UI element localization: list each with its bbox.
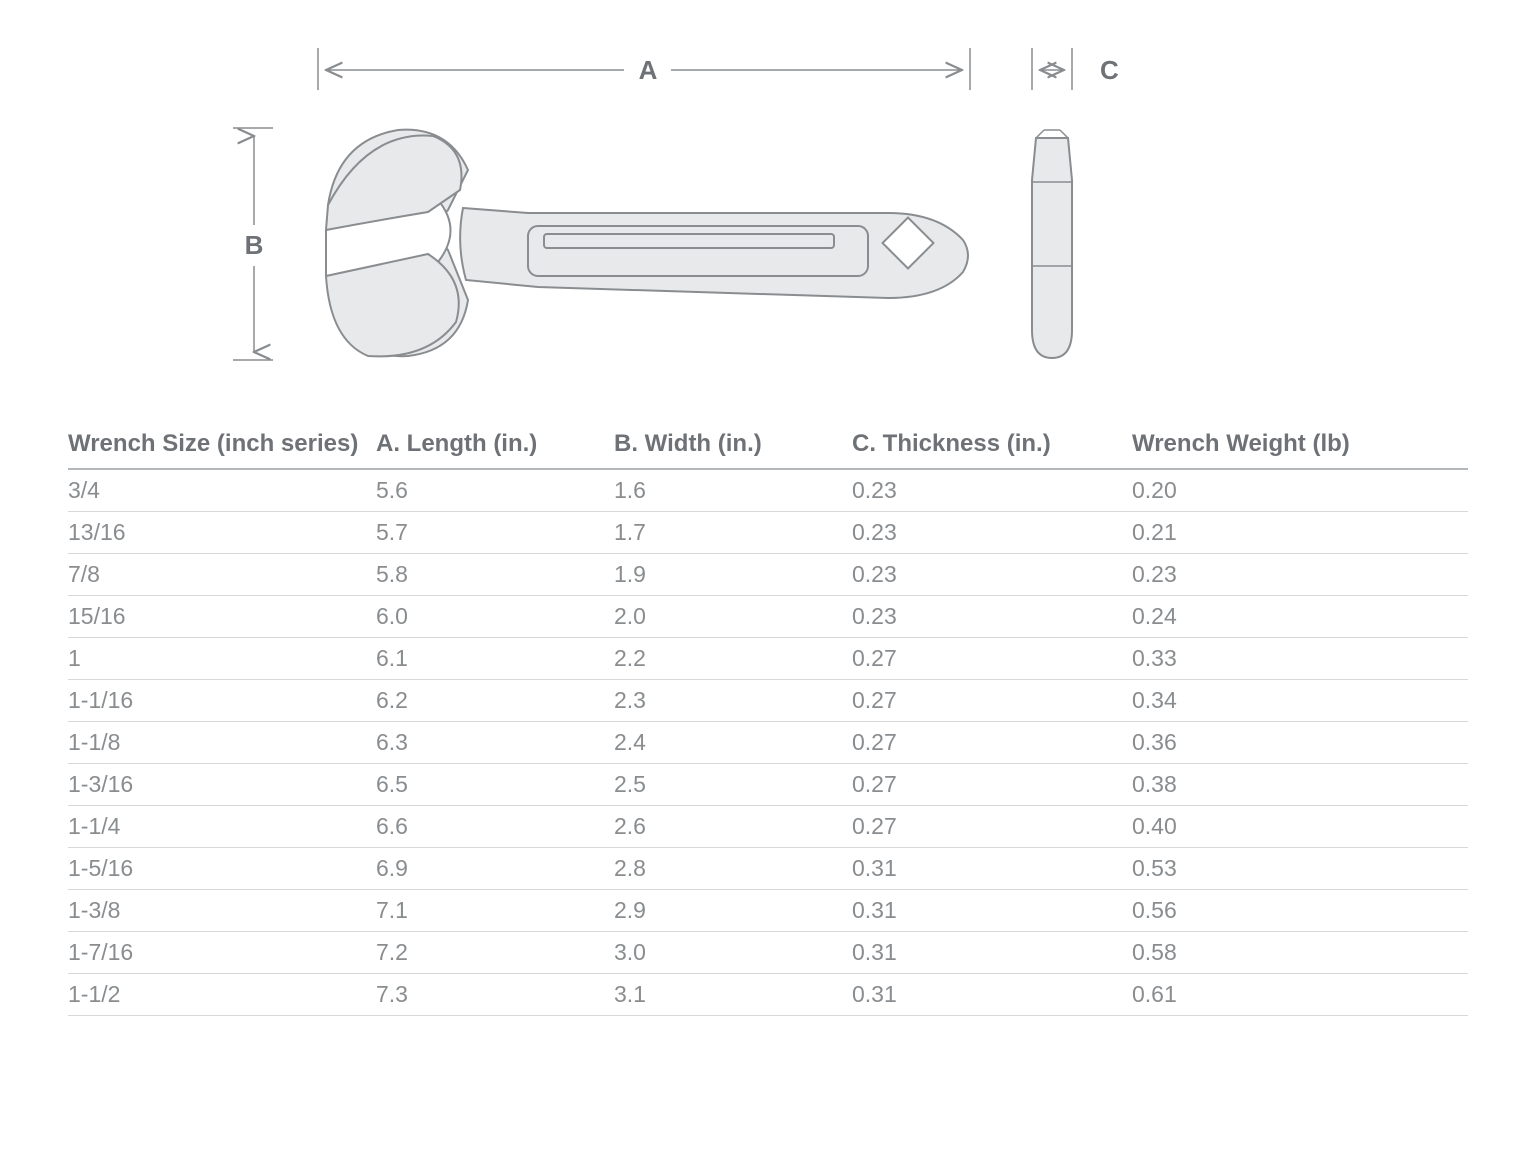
table-cell: 0.27 (852, 680, 1132, 722)
table-cell: 1-5/16 (68, 848, 376, 890)
table-cell: 7/8 (68, 554, 376, 596)
dimension-b: B (233, 128, 273, 360)
table-row: 1-3/87.12.90.310.56 (68, 890, 1468, 932)
table-cell: 0.27 (852, 764, 1132, 806)
table-cell: 6.1 (376, 638, 614, 680)
table-cell: 0.38 (1132, 764, 1468, 806)
table-cell: 0.23 (852, 512, 1132, 554)
dimension-c: C (1032, 48, 1119, 90)
table-cell: 0.33 (1132, 638, 1468, 680)
table-cell: 1-3/16 (68, 764, 376, 806)
table-cell: 7.2 (376, 932, 614, 974)
table-row: 3/45.61.60.230.20 (68, 469, 1468, 512)
table-cell: 6.0 (376, 596, 614, 638)
table-cell: 0.31 (852, 932, 1132, 974)
table-cell: 3.0 (614, 932, 852, 974)
wrench-svg: A C B (68, 30, 1468, 410)
table-row: 1-1/27.33.10.310.61 (68, 974, 1468, 1016)
table-cell: 0.61 (1132, 974, 1468, 1016)
col-header-length: A. Length (in.) (376, 420, 614, 469)
table-cell: 2.6 (614, 806, 852, 848)
table-cell: 1-3/8 (68, 890, 376, 932)
table-row: 1-1/166.22.30.270.34 (68, 680, 1468, 722)
table-cell: 1.7 (614, 512, 852, 554)
table-cell: 7.1 (376, 890, 614, 932)
table-cell: 6.9 (376, 848, 614, 890)
table-body: 3/45.61.60.230.2013/165.71.70.230.217/85… (68, 469, 1468, 1016)
table-cell: 6.6 (376, 806, 614, 848)
table-row: 16.12.20.270.33 (68, 638, 1468, 680)
table-cell: 0.27 (852, 722, 1132, 764)
table-cell: 0.23 (852, 554, 1132, 596)
table-cell: 0.56 (1132, 890, 1468, 932)
table-cell: 1-1/8 (68, 722, 376, 764)
table-row: 1-5/166.92.80.310.53 (68, 848, 1468, 890)
table-header-row: Wrench Size (inch series) A. Length (in.… (68, 420, 1468, 469)
table-cell: 6.5 (376, 764, 614, 806)
table-cell: 0.23 (852, 469, 1132, 512)
table-cell: 6.2 (376, 680, 614, 722)
table-cell: 0.31 (852, 890, 1132, 932)
table-cell: 1.6 (614, 469, 852, 512)
table-cell: 0.31 (852, 848, 1132, 890)
col-header-weight: Wrench Weight (lb) (1132, 420, 1468, 469)
table-cell: 15/16 (68, 596, 376, 638)
table-cell: 2.8 (614, 848, 852, 890)
table-cell: 2.3 (614, 680, 852, 722)
table-row: 1-3/166.52.50.270.38 (68, 764, 1468, 806)
table-cell: 1-1/16 (68, 680, 376, 722)
table-cell: 0.31 (852, 974, 1132, 1016)
table-cell: 3.1 (614, 974, 852, 1016)
table-cell: 2.0 (614, 596, 852, 638)
table-cell: 2.4 (614, 722, 852, 764)
table-cell: 5.7 (376, 512, 614, 554)
wrench-side (1032, 130, 1072, 358)
col-header-thickness: C. Thickness (in.) (852, 420, 1132, 469)
wrench-front (326, 130, 968, 357)
col-header-size: Wrench Size (inch series) (68, 420, 376, 469)
table-row: 13/165.71.70.230.21 (68, 512, 1468, 554)
wrench-diagram: A C B (68, 30, 1468, 410)
table-row: 7/85.81.90.230.23 (68, 554, 1468, 596)
table-cell: 0.21 (1132, 512, 1468, 554)
table-cell: 0.58 (1132, 932, 1468, 974)
table-cell: 0.40 (1132, 806, 1468, 848)
table-cell: 0.27 (852, 638, 1132, 680)
col-header-width: B. Width (in.) (614, 420, 852, 469)
table-row: 1-7/167.23.00.310.58 (68, 932, 1468, 974)
table-cell: 0.23 (852, 596, 1132, 638)
table-cell: 1-1/4 (68, 806, 376, 848)
table-cell: 1.9 (614, 554, 852, 596)
table-cell: 5.6 (376, 469, 614, 512)
label-c: C (1100, 55, 1119, 85)
table-cell: 0.23 (1132, 554, 1468, 596)
dimension-a: A (318, 48, 970, 90)
table-cell: 6.3 (376, 722, 614, 764)
table-cell: 0.53 (1132, 848, 1468, 890)
table-row: 1-1/46.62.60.270.40 (68, 806, 1468, 848)
spec-table: Wrench Size (inch series) A. Length (in.… (68, 420, 1468, 1016)
table-cell: 13/16 (68, 512, 376, 554)
table-cell: 0.36 (1132, 722, 1468, 764)
table-row: 1-1/86.32.40.270.36 (68, 722, 1468, 764)
table-cell: 2.2 (614, 638, 852, 680)
table-cell: 1-7/16 (68, 932, 376, 974)
table-cell: 2.9 (614, 890, 852, 932)
label-b: B (245, 230, 264, 260)
label-a: A (639, 55, 658, 85)
table-cell: 0.24 (1132, 596, 1468, 638)
table-row: 15/166.02.00.230.24 (68, 596, 1468, 638)
table-cell: 1-1/2 (68, 974, 376, 1016)
table-cell: 0.34 (1132, 680, 1468, 722)
table-cell: 0.27 (852, 806, 1132, 848)
table-cell: 5.8 (376, 554, 614, 596)
table-cell: 0.20 (1132, 469, 1468, 512)
table-cell: 7.3 (376, 974, 614, 1016)
table-cell: 1 (68, 638, 376, 680)
table-cell: 2.5 (614, 764, 852, 806)
table-cell: 3/4 (68, 469, 376, 512)
